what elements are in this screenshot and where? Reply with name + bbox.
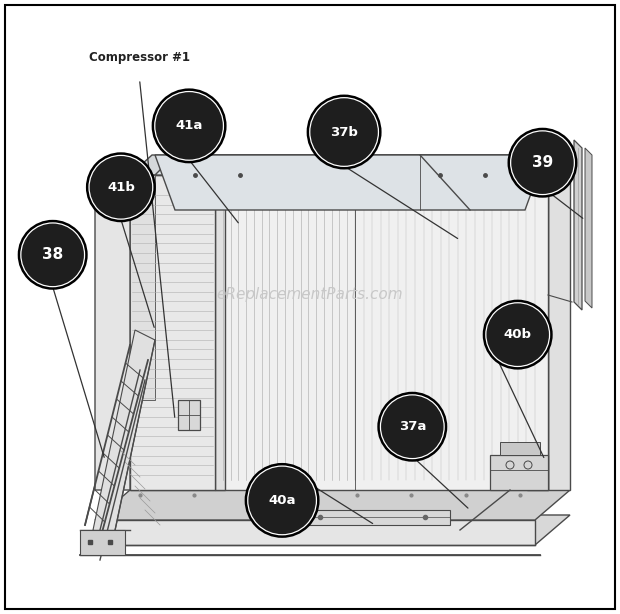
- Text: 37a: 37a: [399, 420, 426, 433]
- Polygon shape: [80, 530, 125, 555]
- Polygon shape: [95, 520, 535, 545]
- Polygon shape: [95, 490, 570, 520]
- Polygon shape: [300, 510, 450, 525]
- Polygon shape: [155, 155, 545, 175]
- Polygon shape: [95, 515, 570, 545]
- Circle shape: [22, 223, 84, 286]
- Circle shape: [487, 303, 549, 366]
- Polygon shape: [130, 155, 570, 175]
- Polygon shape: [215, 175, 225, 490]
- Circle shape: [156, 92, 223, 160]
- Text: 38: 38: [42, 247, 63, 262]
- Polygon shape: [574, 140, 582, 310]
- Polygon shape: [93, 330, 155, 540]
- Text: 37b: 37b: [330, 125, 358, 139]
- Polygon shape: [130, 175, 155, 400]
- Circle shape: [484, 301, 551, 368]
- Text: 41a: 41a: [175, 119, 203, 133]
- Polygon shape: [130, 175, 548, 490]
- Text: 40a: 40a: [268, 494, 296, 507]
- Circle shape: [153, 90, 225, 162]
- Circle shape: [87, 154, 154, 221]
- Text: eReplacementParts.com: eReplacementParts.com: [216, 287, 404, 302]
- Circle shape: [311, 98, 378, 166]
- Polygon shape: [178, 400, 200, 430]
- Text: 40b: 40b: [503, 328, 532, 341]
- Circle shape: [381, 395, 443, 458]
- Polygon shape: [490, 455, 548, 490]
- Circle shape: [90, 156, 152, 219]
- Polygon shape: [155, 155, 545, 210]
- Circle shape: [249, 467, 316, 534]
- Circle shape: [509, 129, 576, 196]
- Polygon shape: [95, 175, 130, 490]
- Circle shape: [308, 96, 380, 168]
- Polygon shape: [500, 442, 540, 455]
- Circle shape: [379, 393, 446, 460]
- Text: Compressor #1: Compressor #1: [89, 50, 190, 64]
- Text: 39: 39: [532, 155, 553, 170]
- Polygon shape: [585, 148, 592, 308]
- Polygon shape: [130, 175, 215, 490]
- Circle shape: [19, 221, 86, 289]
- Polygon shape: [548, 155, 570, 490]
- Polygon shape: [527, 155, 548, 490]
- Circle shape: [246, 464, 318, 537]
- Text: 41b: 41b: [107, 181, 135, 194]
- Circle shape: [512, 131, 574, 194]
